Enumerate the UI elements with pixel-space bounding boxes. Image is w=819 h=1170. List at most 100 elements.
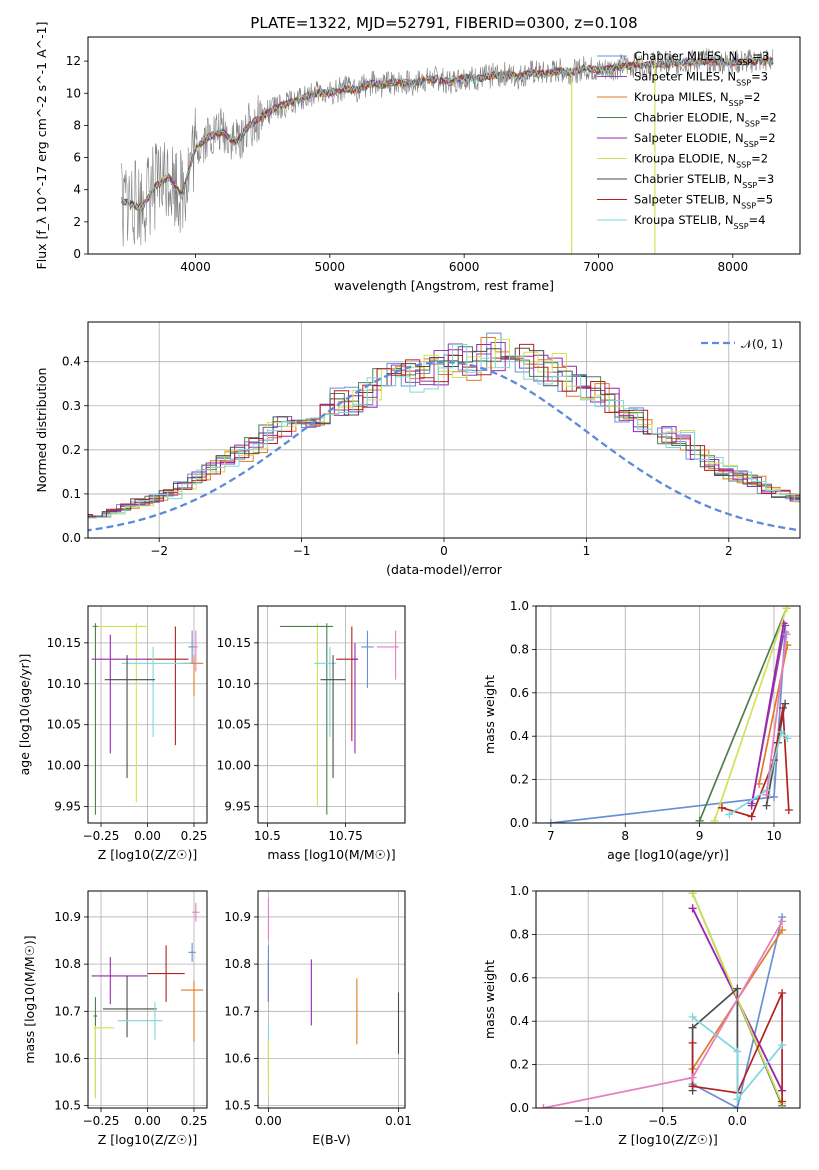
y-tick-label: 10.6 [224, 1051, 251, 1065]
legend-label: Kroupa MILES, NSSP=2 [634, 90, 760, 108]
mass-weight-line [698, 607, 788, 822]
mass-weight-marker [747, 812, 756, 821]
y-tick-label: 10.00 [47, 759, 81, 773]
y-tick-label: 10.6 [54, 1051, 81, 1065]
x-tick-label: 10.75 [328, 829, 362, 843]
mass-weight-marker [717, 803, 726, 812]
y-tick-label: 10.05 [217, 718, 251, 732]
mass-weight-marker [546, 819, 555, 823]
mass-weight-marker [695, 816, 704, 823]
mass-weight-line [550, 631, 786, 823]
residual-histogram [88, 338, 800, 519]
mass-weight-marker [778, 917, 787, 926]
legend-label: 𝒩(0, 1) [741, 337, 783, 351]
residual-histogram [88, 344, 800, 519]
x-axis-label: Z [log10(Z/Z☉)] [98, 847, 198, 862]
mass-weight-line [692, 916, 783, 1108]
mass-weight-marker [781, 699, 790, 708]
mass-weight-marker [539, 1104, 548, 1108]
plot-area [91, 902, 204, 1099]
x-tick-label: 0 [440, 544, 448, 558]
mass-weight-marker [762, 790, 771, 799]
legend-label: Chabrier MILES, NSSP=3 [634, 49, 769, 67]
residual-histogram [88, 346, 800, 517]
mass-weight-marker [688, 1038, 697, 1047]
normal-curve [88, 360, 800, 532]
mass-weight-marker [782, 630, 791, 639]
mass-weight-line [691, 986, 739, 1093]
y-tick-label: 10.8 [54, 957, 81, 971]
y-tick-label: 0.0 [510, 816, 529, 830]
plot-area [121, 48, 774, 254]
y-tick-label: 0.6 [510, 686, 529, 700]
plot-area [91, 623, 204, 815]
mass-weight-line [728, 730, 789, 816]
y-tick-label: 12 [66, 54, 81, 68]
legend-label: Kroupa ELODIE, NSSP=2 [634, 152, 768, 170]
x-tick-label: −0.25 [83, 829, 120, 843]
y-tick-label: 10 [66, 86, 81, 100]
x-tick-label: −0.25 [83, 1114, 120, 1128]
y-axis-label: age [log10(age/yr)] [17, 654, 32, 776]
mass-weight-marker [733, 984, 742, 993]
y-tick-label: 0.8 [510, 927, 529, 941]
mass-vs-metallicity-panel: −0.25 0.00 0.25 10.5 10.6 10.7 10.8 10.9 Z [log1… [22, 890, 208, 1147]
weight-vs-metallicity-panel: −1.0 −0.5 0.0 0.0 0.2 0.4 0.6 0.8 1.0 Z [log10(Z/… [482, 884, 801, 1147]
mass-weight-marker [725, 810, 734, 819]
mass-weight-marker [783, 734, 792, 743]
legend-label: Salpeter ELODIE, NSSP=2 [634, 131, 776, 149]
y-tick-label: 0.4 [510, 729, 529, 743]
residual-histogram [88, 347, 800, 518]
mass-weight-marker [733, 1047, 742, 1056]
y-axis-label: mass weight [482, 675, 497, 754]
spectrum-panel: 4000 5000 6000 7000 8000 0 2 4 6 8 10 12 wavelength … [34, 22, 801, 293]
mass-weight-marker [688, 1082, 697, 1091]
y-tick-label: 0.8 [510, 642, 529, 656]
mass-weight-marker [778, 1041, 787, 1050]
y-axis-label: mass weight [482, 960, 497, 1039]
y-tick-label: 10.8 [224, 957, 251, 971]
y-tick-label: 0.0 [510, 1101, 529, 1115]
x-tick-label: 0.25 [181, 1114, 208, 1128]
residual-histogram [88, 343, 800, 518]
y-tick-label: 0.2 [510, 773, 529, 787]
y-tick-label: 2 [73, 215, 81, 229]
y-tick-label: 0.1 [62, 487, 81, 501]
legend-label: Chabrier STELIB, NSSP=3 [634, 172, 774, 190]
age-vs-mass-panel: 10.5 10.75 9.95 10.00 10.05 10.10 10.15 mass [l… [217, 605, 406, 862]
x-tick-label: 8 [621, 829, 629, 843]
x-tick-label: 2 [725, 544, 733, 558]
weight-vs-age-panel: 7 8 9 10 0.0 0.2 0.4 0.6 0.8 1.0 age [log10(age/yr… [482, 599, 801, 862]
y-tick-label: 10.15 [217, 636, 251, 650]
y-tick-label: 0.0 [62, 531, 81, 545]
y-tick-label: 10.5 [54, 1099, 81, 1113]
y-axis-label: Normed distribution [34, 368, 49, 493]
mass-weight-marker [769, 792, 778, 801]
figure-title: PLATE=1322, MJD=52791, FIBERID=0300, z=0… [250, 14, 637, 32]
mass-weight-line [750, 623, 785, 806]
x-tick-label: −0.5 [648, 1114, 677, 1128]
y-tick-label: 10.7 [54, 1004, 81, 1018]
mass-weight-marker [688, 1073, 697, 1082]
x-tick-label: 7 [547, 829, 555, 843]
legend-label: Kroupa STELIB, NSSP=4 [634, 213, 765, 231]
x-axis-label: wavelength [Angstrom, rest frame] [334, 278, 554, 293]
y-tick-label: 0.4 [510, 1014, 529, 1028]
x-tick-label: 0.00 [134, 829, 161, 843]
x-axis-label: (data-model)/error [386, 562, 503, 577]
y-tick-label: 0 [73, 247, 81, 261]
y-tick-label: 10.10 [217, 677, 251, 691]
y-tick-label: 10.00 [217, 759, 251, 773]
mass-vs-ebv-panel: 0.00 0.01 10.5 10.6 10.7 10.8 10.9 E(B-V) [224, 890, 412, 1147]
y-tick-label: 10.9 [224, 910, 251, 924]
mass-weight-marker [778, 988, 787, 997]
legend-label: Salpeter MILES, NSSP=3 [634, 70, 768, 88]
y-tick-label: 4 [73, 183, 81, 197]
axes-frame [257, 605, 406, 824]
y-tick-label: 6 [73, 151, 81, 165]
x-tick-label: 0.0 [728, 1114, 747, 1128]
y-tick-label: 1.0 [510, 884, 529, 898]
x-tick-label: 10 [766, 829, 781, 843]
legend-label: Chabrier ELODIE, NSSP=2 [634, 111, 777, 129]
